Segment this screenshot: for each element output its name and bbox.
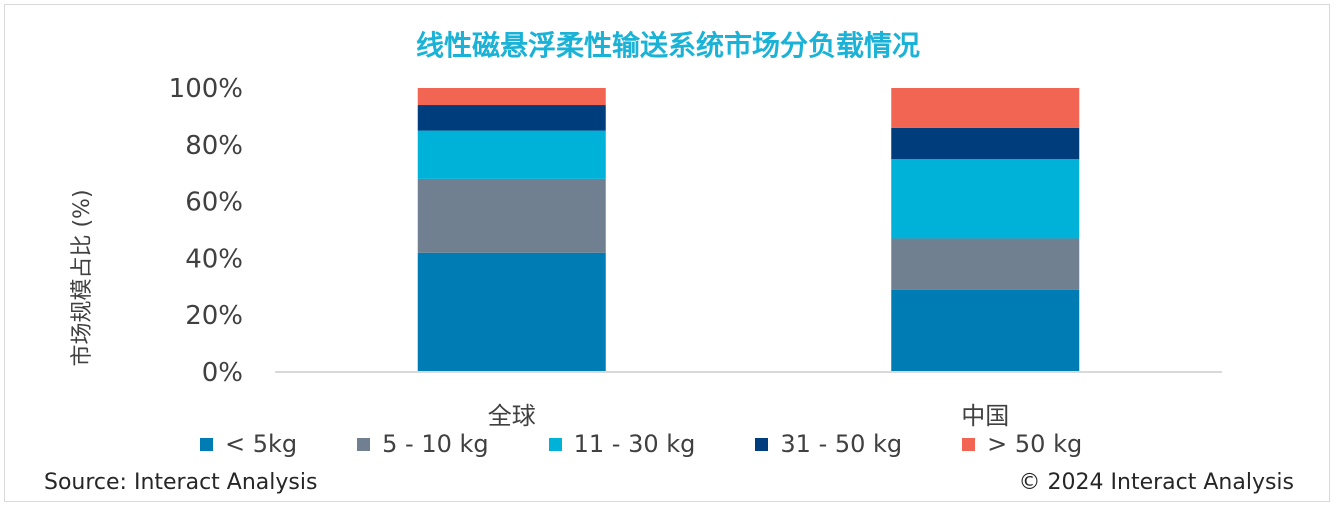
legend-label: 5 - 10 kg bbox=[382, 430, 489, 458]
legend-label: 11 - 30 kg bbox=[573, 430, 696, 458]
legend-label: < 5kg bbox=[225, 430, 298, 458]
x-tick-label: 全球 bbox=[488, 402, 536, 430]
bar-segment bbox=[891, 159, 1080, 239]
legend-label: > 50 kg bbox=[987, 430, 1083, 458]
bar-segment bbox=[417, 252, 606, 372]
y-tick-label: 60% bbox=[185, 188, 243, 218]
y-tick-label: 0% bbox=[202, 358, 243, 388]
x-tick-label: 中国 bbox=[961, 402, 1009, 430]
bar-segment bbox=[417, 178, 606, 253]
bar-segment bbox=[417, 130, 606, 179]
legend-item-5-10: 5 - 10 kg bbox=[357, 430, 489, 458]
legend-item-31-50: 31 - 50 kg bbox=[755, 430, 902, 458]
y-tick-label: 20% bbox=[185, 301, 243, 331]
bar-segment bbox=[891, 88, 1080, 128]
legend-item-lt5: < 5kg bbox=[200, 430, 297, 458]
bar-segment bbox=[417, 105, 606, 131]
y-tick-label: 80% bbox=[185, 131, 243, 161]
y-tick-label: 100% bbox=[169, 74, 243, 104]
legend-swatch bbox=[357, 437, 371, 451]
chart-title: 线性磁悬浮柔性输送系统市场分负载情况 bbox=[415, 29, 920, 62]
legend-item-11-30: 11 - 30 kg bbox=[548, 430, 696, 458]
legend-label: 31 - 50 kg bbox=[780, 430, 903, 458]
legend-swatch bbox=[962, 437, 976, 451]
y-tick-label: 40% bbox=[185, 244, 243, 274]
legend-swatch bbox=[548, 437, 562, 451]
bar-segment bbox=[891, 238, 1080, 290]
legend-item-gt50: > 50 kg bbox=[962, 430, 1082, 458]
bar-segment bbox=[417, 88, 606, 106]
source-note: Source: Interact Analysis bbox=[44, 470, 318, 495]
bar-segment bbox=[891, 127, 1080, 159]
legend-swatch bbox=[755, 437, 769, 451]
copyright-note: © 2024 Interact Analysis bbox=[1018, 470, 1294, 495]
bar-segment bbox=[891, 289, 1080, 372]
legend: < 5kg 5 - 10 kg 11 - 30 kg 31 - 50 kg > … bbox=[200, 430, 1142, 458]
legend-swatch bbox=[200, 437, 213, 451]
chart-frame bbox=[4, 4, 1330, 502]
